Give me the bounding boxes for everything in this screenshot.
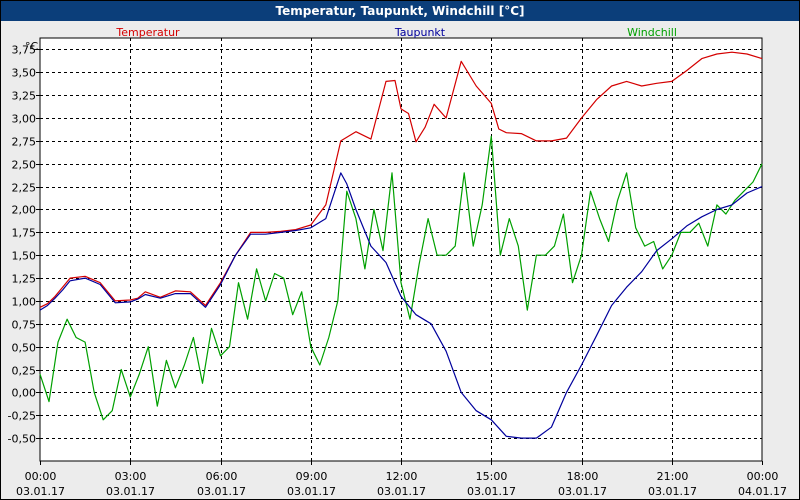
x-tick-time-label: 18:00 — [567, 470, 599, 483]
x-tick-date-label: 03.01.17 — [558, 485, 607, 498]
y-tick-label: 2,75 — [12, 136, 37, 149]
x-tick-time-label: 15:00 — [476, 470, 508, 483]
y-tick-label: 2,00 — [12, 204, 37, 217]
y-tick-label: 3,75 — [12, 44, 37, 57]
window-title: Temperatur, Taupunkt, Windchill [°C] — [1, 1, 799, 21]
legend-windchill: Windchill — [627, 26, 677, 39]
y-tick-label: 1,75 — [12, 227, 37, 240]
x-tick-date-label: 03.01.17 — [106, 485, 155, 498]
y-tick-label: 3,00 — [12, 113, 37, 126]
x-tick-date-label: 03.01.17 — [287, 485, 336, 498]
y-tick-label: 3,50 — [12, 67, 37, 80]
series-line-temperatur — [39, 51, 763, 308]
x-tick-time-label: 21:00 — [657, 470, 689, 483]
series-line-taupunkt — [39, 172, 763, 439]
x-tick-date-label: 04.01.17 — [738, 485, 787, 498]
x-tick-time-label: 12:00 — [386, 470, 418, 483]
y-tick-label: -0,50 — [8, 433, 36, 446]
x-tick-date-label: 03.01.17 — [197, 485, 246, 498]
x-tick-time-label: 06:00 — [206, 470, 238, 483]
x-tick-date-label: 03.01.17 — [467, 485, 516, 498]
x-tick-date-label: 03.01.17 — [648, 485, 697, 498]
x-tick-date-label: 03.01.17 — [16, 485, 65, 498]
x-tick-date-label: 03.01.17 — [377, 485, 426, 498]
y-tick-label: 0,00 — [12, 387, 37, 400]
y-tick-label: 2,50 — [12, 159, 37, 172]
series-line-windchill — [39, 135, 763, 421]
x-tick-time-label: 03:00 — [115, 470, 147, 483]
y-tick-label: 1,00 — [12, 296, 37, 309]
y-tick-label: 0,75 — [12, 319, 37, 332]
y-tick-label: 1,50 — [12, 250, 37, 263]
y-tick-label: -0,25 — [8, 410, 36, 423]
legend-temperatur: Temperatur — [115, 26, 180, 39]
y-tick-label: 2,25 — [12, 182, 37, 195]
x-tick-time-label: 00:00 — [747, 470, 779, 483]
y-tick-label: 0,50 — [12, 342, 37, 355]
x-tick-time-label: 00:00 — [25, 470, 57, 483]
legend-taupunkt: Taupunkt — [394, 26, 446, 39]
y-tick-label: 1,25 — [12, 273, 37, 286]
x-tick-time-label: 09:00 — [296, 470, 328, 483]
y-tick-label: 0,25 — [12, 365, 37, 378]
y-axis-unit-label: °C — [25, 40, 39, 53]
y-tick-label: 3,25 — [12, 90, 37, 103]
